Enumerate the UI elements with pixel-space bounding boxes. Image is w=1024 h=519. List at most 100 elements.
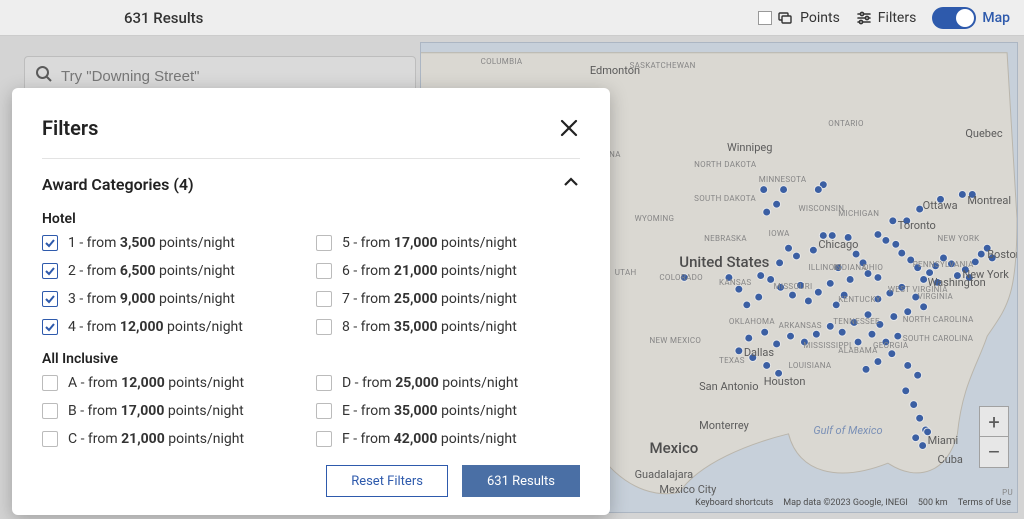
checkbox-icon: [42, 375, 58, 391]
map-place-label: PU: [1002, 488, 1013, 497]
all-inclusive-option[interactable]: A - from 12,000 points/night: [42, 375, 306, 391]
map-place-label: KANSAS: [719, 278, 751, 287]
map-shortcuts[interactable]: Keyboard shortcuts: [695, 498, 773, 508]
map-place-label: TEXAS: [719, 356, 745, 365]
points-label: Points: [800, 10, 840, 26]
map-footer: Keyboard shortcuts Map data ©2023 Google…: [695, 498, 1011, 508]
checkbox-icon: [316, 263, 332, 279]
map-place-label: NORTH CAROLINA: [903, 315, 974, 324]
map-place-label: COLUMBIA: [481, 57, 523, 66]
chevron-up-icon: [562, 173, 580, 195]
topbar-controls: Points Filters Map: [758, 7, 1010, 29]
map-place-label: Mexico: [649, 439, 698, 457]
option-label: 4 - from 12,000 points/night: [68, 319, 243, 335]
close-button[interactable]: [558, 117, 580, 139]
map-place-label: OKLAHOMA: [729, 317, 775, 326]
map-place-label: SASKATCHEWAN: [630, 61, 696, 70]
all-inclusive-option[interactable]: C - from 21,000 points/night: [42, 431, 306, 447]
map-place-label: Monterrey: [699, 419, 749, 432]
map-place-label: Winnipeg: [727, 141, 772, 154]
map-place-label: SOUTH CAROLINA: [903, 334, 973, 343]
map-place-label: Dallas: [744, 346, 774, 359]
map-place-label: SOUTH DAKOTA: [694, 194, 756, 203]
zoom-out-button[interactable]: –: [980, 437, 1008, 467]
all-inclusive-option[interactable]: E - from 35,000 points/night: [316, 403, 580, 419]
points-toggle[interactable]: Points: [758, 10, 840, 26]
hotel-option[interactable]: 3 - from 9,000 points/night: [42, 291, 306, 307]
hotel-heading: Hotel: [42, 211, 580, 227]
map-place-label: WYOMING: [635, 214, 675, 223]
search-input[interactable]: [61, 68, 405, 85]
all-inclusive-option[interactable]: F - from 42,000 points/night: [316, 431, 580, 447]
checkbox-icon: [316, 403, 332, 419]
map-place-label: Houston: [764, 375, 806, 388]
map-place-label: United States: [679, 253, 769, 271]
map-place-label: ALABAMA: [838, 346, 877, 355]
map-place-label: ONTARIO: [828, 119, 864, 128]
option-label: B - from 17,000 points/night: [68, 403, 244, 419]
hotel-option[interactable]: 2 - from 6,500 points/night: [42, 263, 306, 279]
hotel-option[interactable]: 6 - from 21,000 points/night: [316, 263, 580, 279]
hotel-option[interactable]: 5 - from 17,000 points/night: [316, 235, 580, 251]
all-inclusive-option[interactable]: D - from 25,000 points/night: [316, 375, 580, 391]
map-place-label: UTAH: [615, 268, 637, 277]
hotel-option[interactable]: 8 - from 35,000 points/night: [316, 319, 580, 335]
zoom-control: + –: [979, 406, 1009, 468]
map-place-label: NEBRASKA: [704, 234, 747, 243]
map-place-label: VIRGINIA: [918, 292, 953, 301]
checkbox-icon: [42, 291, 58, 307]
map-place-label: NORTH DAKOTA: [694, 160, 756, 169]
map-toggle-group: Map: [932, 7, 1010, 29]
map-place-label: MICHIGAN: [838, 209, 879, 218]
body: + – Keyboard shortcuts Map data ©2023 Go…: [0, 36, 1024, 519]
map-place-label: MINNESOTA: [759, 175, 807, 184]
checkbox-icon: [316, 431, 332, 447]
hotel-options-grid: 1 - from 3,500 points/night 5 - from 17,0…: [42, 235, 580, 335]
map-place-label: Cuba: [938, 453, 963, 466]
checkbox-icon: [42, 431, 58, 447]
all-inclusive-heading: All Inclusive: [42, 351, 580, 367]
map-place-label: Toronto: [898, 219, 936, 232]
points-icon: [778, 10, 794, 26]
option-label: 3 - from 9,000 points/night: [68, 291, 235, 307]
search-icon: [35, 65, 53, 87]
hotel-option[interactable]: 1 - from 3,500 points/night: [42, 235, 306, 251]
checkbox-icon: [316, 235, 332, 251]
map-place-label: KENTUCKY: [838, 295, 881, 304]
zoom-in-button[interactable]: +: [980, 407, 1008, 437]
option-label: F - from 42,000 points/night: [342, 431, 517, 447]
option-label: 6 - from 21,000 points/night: [342, 263, 517, 279]
points-checkbox-icon: [758, 11, 772, 25]
reset-filters-button[interactable]: Reset Filters: [326, 465, 448, 497]
checkbox-icon: [42, 235, 58, 251]
map-place-label: COLORADO: [659, 273, 703, 282]
map-place-label: INDIANA: [833, 263, 867, 272]
option-label: 1 - from 3,500 points/night: [68, 235, 235, 251]
map-place-label: IOWA: [769, 229, 790, 238]
map-place-label: LOUISIANA: [789, 361, 832, 370]
topbar: 631 Results Points Filters Map: [0, 0, 1024, 36]
map-place-label: Gulf of Mexico: [813, 424, 882, 437]
all-inclusive-option[interactable]: B - from 17,000 points/night: [42, 403, 306, 419]
checkbox-icon: [42, 319, 58, 335]
filters-toggle[interactable]: Filters: [856, 10, 917, 26]
checkbox-icon: [42, 263, 58, 279]
award-categories-section[interactable]: Award Categories (4): [42, 173, 580, 195]
hotel-option[interactable]: 4 - from 12,000 points/night: [42, 319, 306, 335]
option-label: 2 - from 6,500 points/night: [68, 263, 235, 279]
apply-filters-button[interactable]: 631 Results: [462, 465, 580, 497]
map-place-label: ARKANSAS: [779, 321, 822, 330]
map-place-label: TENNESSEE: [833, 317, 880, 326]
map-terms[interactable]: Terms of Use: [958, 498, 1011, 508]
checkbox-icon: [316, 319, 332, 335]
checkbox-icon: [42, 403, 58, 419]
option-label: 8 - from 35,000 points/night: [342, 319, 517, 335]
map-toggle[interactable]: [932, 7, 976, 29]
map-place-label: Guadalajara: [635, 468, 694, 481]
map-place-label: San Antonio: [699, 380, 758, 393]
option-label: 5 - from 17,000 points/night: [342, 235, 517, 251]
section-title: Award Categories (4): [42, 175, 194, 194]
hotel-option[interactable]: 7 - from 25,000 points/night: [316, 291, 580, 307]
all-inclusive-options-grid: A - from 12,000 points/night D - from 25,…: [42, 375, 580, 447]
option-label: D - from 25,000 points/night: [342, 375, 518, 391]
